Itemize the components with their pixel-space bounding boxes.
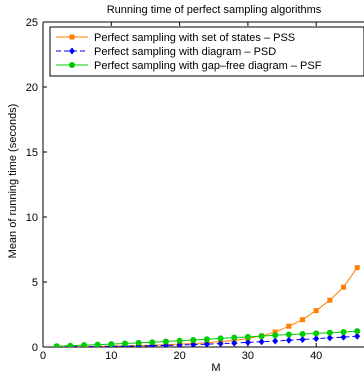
data-point-pss: [300, 317, 306, 323]
plot-area: [53, 265, 361, 347]
data-point-psf: [121, 340, 128, 347]
data-point-psd: [203, 340, 210, 347]
data-point-psf: [231, 334, 238, 341]
series-line-psd: [56, 335, 358, 347]
data-point-psd: [326, 334, 333, 342]
data-point-psf: [244, 333, 251, 340]
data-point-psf: [313, 330, 320, 337]
legend-marker-psf: [69, 62, 75, 68]
chart-title: Running time of perfect sampling algorit…: [107, 4, 322, 16]
data-point-psd: [231, 339, 238, 347]
data-point-psf: [272, 332, 279, 339]
data-point-psd: [217, 340, 224, 347]
x-tick-label: 40: [310, 350, 322, 362]
data-point-psf: [162, 338, 169, 345]
data-point-pss: [354, 265, 360, 271]
data-point-psf: [94, 341, 101, 347]
data-point-psd: [354, 332, 361, 340]
y-tick-label: 5: [32, 277, 38, 289]
data-point-psf: [285, 331, 292, 338]
data-point-psd: [313, 335, 320, 343]
data-point-pss: [286, 323, 292, 329]
series-line-pss: [56, 267, 358, 347]
data-point-psf: [135, 339, 142, 346]
legend-label-psd: Perfect sampling with diagram – PSD: [94, 46, 276, 58]
x-tick-label: 30: [242, 350, 254, 362]
data-point-psd: [272, 337, 279, 345]
y-tick-label: 20: [26, 82, 38, 94]
y-tick-label: 10: [26, 212, 38, 224]
data-point-psf: [203, 336, 210, 343]
data-point-pss: [341, 284, 347, 290]
data-point-pss: [327, 297, 333, 303]
data-point-psf: [354, 328, 361, 335]
data-point-psd: [258, 338, 265, 346]
data-point-psd: [340, 333, 347, 341]
x-axis-label: M: [211, 362, 220, 374]
data-point-psf: [326, 329, 333, 336]
data-point-psf: [217, 335, 224, 342]
data-point-pss: [272, 329, 278, 335]
data-point-psd: [285, 336, 292, 344]
legend-marker-psd: [69, 47, 75, 55]
x-tick-label: 10: [105, 350, 117, 362]
y-tick-label: 25: [26, 17, 38, 29]
x-tick-label: 20: [173, 350, 185, 362]
y-tick-label: 15: [26, 147, 38, 159]
legend-label-psf: Perfect sampling with gap–free diagram –…: [94, 60, 322, 72]
data-point-psd: [299, 335, 306, 343]
y-axis-label: Mean of running time (seconds): [7, 104, 19, 259]
series-psf: [53, 328, 361, 347]
data-point-psf: [190, 336, 197, 343]
legend: Perfect sampling with set of states – PS…: [49, 26, 364, 77]
data-point-psd: [190, 341, 197, 347]
legend-label-pss: Perfect sampling with set of states – PS…: [94, 32, 295, 44]
y-tick-label: 0: [32, 342, 38, 354]
legend-box: [49, 26, 364, 77]
data-point-psf: [67, 342, 74, 347]
data-point-psf: [258, 333, 265, 340]
legend-marker-pss: [69, 34, 75, 40]
data-point-psf: [176, 337, 183, 344]
data-point-psd: [176, 341, 183, 347]
data-point-psf: [108, 341, 115, 347]
data-point-psf: [149, 339, 156, 346]
data-point-psd: [244, 338, 251, 346]
data-point-pss: [313, 308, 319, 314]
data-point-psf: [80, 342, 87, 347]
data-point-psf: [299, 331, 306, 337]
data-point-psf: [340, 329, 347, 336]
data-point-psf: [53, 343, 60, 347]
x-tick-label: 0: [40, 350, 46, 362]
